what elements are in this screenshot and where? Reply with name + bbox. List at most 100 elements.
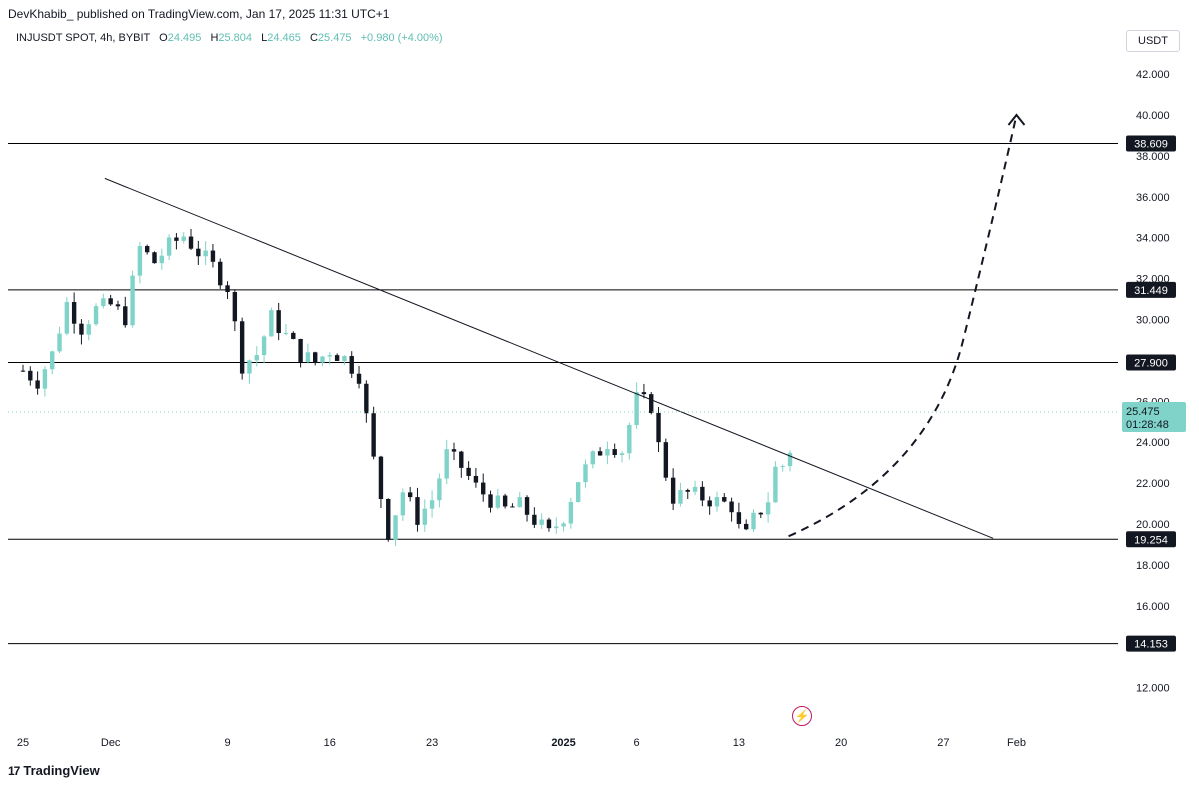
candle-body <box>166 237 172 256</box>
candle-body <box>649 394 654 414</box>
lightning-icon[interactable]: ⚡ <box>792 706 812 726</box>
change-value: +0.980 (+4.00%) <box>360 32 443 44</box>
y-tick-label: 36.000 <box>1136 192 1170 204</box>
candle-body <box>313 352 318 363</box>
candle-body <box>130 275 135 326</box>
candle-body <box>751 512 756 530</box>
open-label: O <box>159 32 168 44</box>
candle-body <box>108 298 113 305</box>
trendline <box>104 177 994 539</box>
tradingview-footer: 17 TradingView <box>8 763 100 778</box>
candle-body <box>400 492 406 516</box>
candle-body <box>605 449 610 456</box>
x-tick-label: 9 <box>224 737 230 749</box>
candle-body <box>291 332 296 339</box>
y-tick-label: 40.000 <box>1136 110 1170 122</box>
candle-body <box>619 453 625 455</box>
publisher-header: DevKhabib_ published on TradingView.com,… <box>8 7 390 21</box>
symbol-name: INJUSDT SPOT, 4h, BYBIT <box>16 32 151 44</box>
level-tag <box>1126 281 1176 298</box>
candle-body <box>422 508 427 525</box>
candle-body <box>247 360 252 374</box>
close-value: 25.475 <box>317 32 352 44</box>
candle-body <box>407 492 413 498</box>
candle-body <box>444 449 449 479</box>
candle-body <box>488 494 493 508</box>
candle-body <box>71 302 77 324</box>
candle-body <box>364 383 369 414</box>
x-tick-label: Dec <box>101 737 121 749</box>
candle-body <box>144 246 150 253</box>
candle-body <box>239 321 245 374</box>
level-tag-label: 27.900 <box>1134 357 1168 369</box>
tradingview-logo-icon: 17 <box>8 763 20 778</box>
y-tick-label: 38.000 <box>1136 151 1170 163</box>
high-label: H <box>210 32 219 44</box>
close-label: C <box>309 32 318 44</box>
candle-body <box>765 502 771 515</box>
candle-body <box>159 255 164 264</box>
candle-body <box>386 498 391 540</box>
y-tick-label: 12.000 <box>1136 683 1170 695</box>
candle-body <box>743 523 749 530</box>
candle-body <box>225 285 230 293</box>
candle-body <box>502 495 508 507</box>
candle-body <box>269 310 274 337</box>
candle-body <box>722 497 727 502</box>
current-price-label: 25.475 <box>1126 406 1160 418</box>
candle-body <box>634 392 639 425</box>
low-value: 24.465 <box>267 32 301 44</box>
candle-body <box>20 370 26 372</box>
x-tick-label: 16 <box>324 737 336 749</box>
candle-body <box>393 515 398 540</box>
candle-body <box>115 304 121 307</box>
y-tick-label: 30.000 <box>1136 315 1170 327</box>
level-tag <box>1126 135 1176 152</box>
candle-body <box>254 355 259 361</box>
candle-body <box>627 424 632 454</box>
candle-body <box>481 482 486 495</box>
candle-body <box>210 250 216 262</box>
x-tick-label: 23 <box>426 737 438 749</box>
y-tick-label: 18.000 <box>1136 560 1170 572</box>
candle-body <box>685 490 690 492</box>
candle-body <box>342 356 347 361</box>
y-tick-label: 22.000 <box>1136 478 1170 490</box>
candle-body <box>305 352 311 362</box>
candle-body <box>663 442 669 478</box>
candle-body <box>437 478 442 501</box>
open-value: 24.495 <box>167 32 202 44</box>
level-tag <box>1126 635 1176 652</box>
candle-body <box>568 502 574 524</box>
low-label: L <box>261 32 268 44</box>
candle-body <box>561 523 566 527</box>
footer-brand: TradingView <box>23 763 100 778</box>
candle-body <box>42 369 48 389</box>
x-tick-label: 2025 <box>551 737 575 749</box>
y-tick-label: 16.000 <box>1136 601 1170 613</box>
candle-body <box>583 464 588 483</box>
candle-body <box>203 250 208 257</box>
candle-body <box>495 495 501 508</box>
high-value: 25.804 <box>218 32 253 44</box>
candle-body <box>349 356 354 374</box>
level-tag <box>1126 354 1176 371</box>
y-tick-label: 24.000 <box>1136 437 1170 449</box>
candle-body <box>57 333 62 352</box>
candle-body <box>320 356 325 363</box>
candle-body <box>700 486 705 501</box>
symbol-legend: INJUSDT SPOT, 4h, BYBIT O24.495 H25.804 … <box>16 32 443 44</box>
candle-body <box>729 501 734 513</box>
candle-body <box>692 486 698 492</box>
candle-body <box>670 477 676 504</box>
x-tick-label: 13 <box>733 737 745 749</box>
candle-body <box>780 466 785 468</box>
y-tick-label: 34.000 <box>1136 233 1170 245</box>
candle-body <box>283 332 289 334</box>
candle-body <box>758 512 764 515</box>
candle-body <box>334 355 340 361</box>
candle-body <box>356 373 362 384</box>
candle-body <box>524 497 530 515</box>
currency-button[interactable]: USDT <box>1126 30 1180 52</box>
